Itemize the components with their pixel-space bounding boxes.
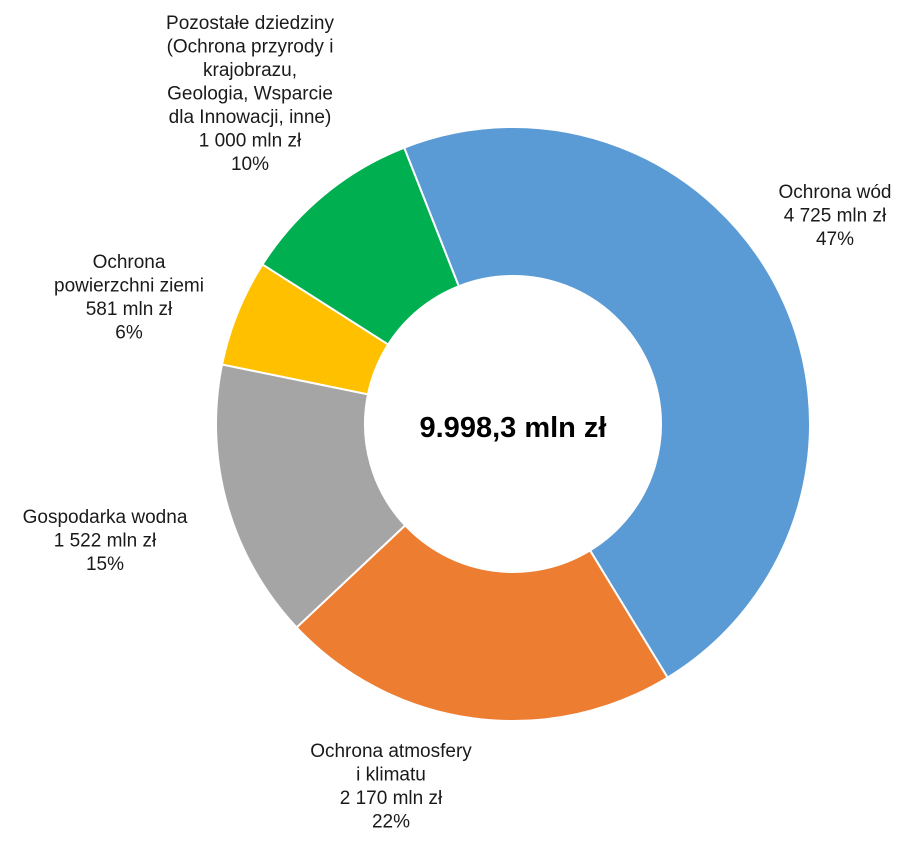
- label-gospodarka-wodna: Gospodarka wodna 1 522 mln zł 15%: [23, 507, 188, 575]
- label-ochrona-wod: Ochrona wód 4 725 mln zł 47%: [778, 182, 891, 250]
- label-line: 581 mln zł: [86, 299, 173, 320]
- label-line: 4 725 mln zł: [784, 206, 887, 227]
- label-line: powierzchni ziemi: [54, 276, 204, 297]
- label-line: krajobrazu,: [203, 60, 297, 81]
- center-total-label: 9.998,3 mln zł: [420, 412, 607, 444]
- label-line: i klimatu: [356, 765, 426, 786]
- slice-ochrona-wod: [402, 126, 811, 679]
- label-line: (Ochrona przyrody i: [167, 37, 334, 58]
- slice-ochrona-atmosfery: [295, 523, 669, 722]
- label-line: 1 522 mln zł: [54, 531, 157, 552]
- label-ochrona-powierzchni-ziemi: Ochrona powierzchni ziemi 581 mln zł 6%: [54, 252, 204, 344]
- label-line: 15%: [86, 554, 124, 575]
- label-pozostale-dziedziny: Pozostałe dziedziny (Ochrona przyrody i kr…: [166, 13, 334, 175]
- label-line: Ochrona atmosfery: [310, 741, 472, 762]
- label-line: 22%: [372, 812, 410, 833]
- label-line: Ochrona wód: [778, 182, 891, 203]
- label-line: 2 170 mln zł: [340, 788, 443, 809]
- labels-group: Ochrona wód 4 725 mln zł 47% Ochrona atmosf…: [23, 13, 892, 833]
- label-line: Geologia, Wsparcie: [167, 84, 333, 105]
- label-line: 10%: [231, 154, 269, 175]
- slice-gospodarka-wodna: [215, 363, 407, 629]
- slices-group: [215, 126, 811, 722]
- label-ochrona-atmosfery: Ochrona atmosfery i klimatu 2 170 mln zł 22…: [310, 741, 472, 833]
- slice-pozostale-dziedziny: [261, 146, 461, 346]
- label-line: 6%: [115, 323, 143, 344]
- label-line: 1 000 mln zł: [199, 131, 302, 152]
- label-line: Ochrona: [93, 252, 166, 273]
- label-line: Gospodarka wodna: [23, 507, 188, 528]
- label-line: Pozostałe dziedziny: [166, 13, 334, 34]
- label-line: dla Innowacji, inne): [169, 107, 332, 128]
- label-line: 47%: [816, 229, 854, 250]
